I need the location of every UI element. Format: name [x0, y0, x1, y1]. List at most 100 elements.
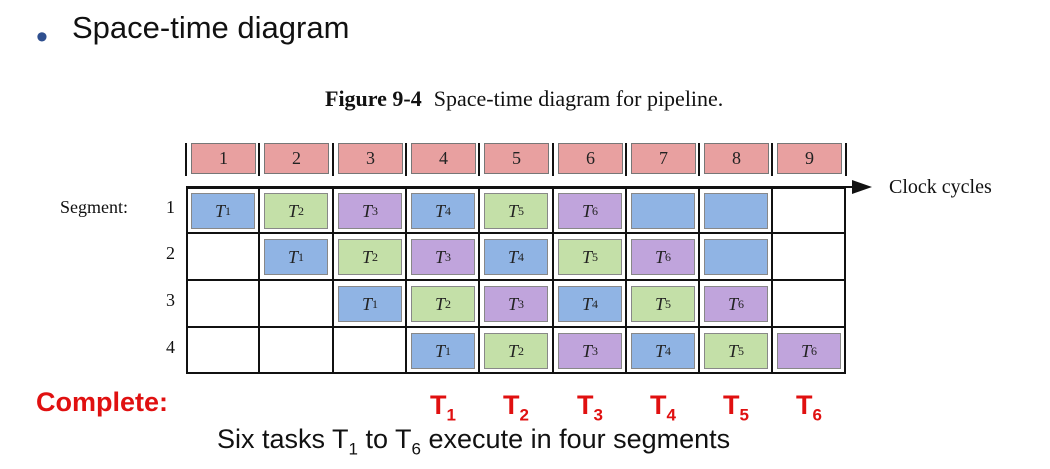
complete-task-number: 6 — [812, 405, 822, 425]
complete-task-number: 2 — [519, 405, 529, 425]
footer-part-b: to T — [358, 424, 412, 454]
task-letter: T — [361, 200, 372, 221]
blank-filled-cell — [704, 193, 768, 229]
task-number: 1 — [445, 343, 451, 358]
clock-cycle-5: 5 — [484, 143, 549, 174]
clock-cycle-1: 1 — [191, 143, 256, 174]
complete-task-number: 5 — [739, 405, 749, 425]
complete-task-letter: T — [796, 390, 813, 420]
complete-task-T1: T1 — [430, 390, 456, 425]
blank-filled-cell — [704, 239, 768, 275]
clock-cycle-3: 3 — [338, 143, 403, 174]
clock-cycle-6: 6 — [558, 143, 623, 174]
task-number: 2 — [298, 203, 304, 218]
task-number: 4 — [592, 296, 598, 311]
complete-task-T6: T6 — [796, 390, 822, 425]
task-number: 6 — [811, 343, 817, 358]
clock-divider — [332, 143, 334, 176]
task-number: 6 — [665, 249, 671, 264]
complete-task-number: 1 — [446, 405, 456, 425]
task-number: 2 — [372, 249, 378, 264]
clock-cycle-2: 2 — [264, 143, 329, 174]
task-number: 4 — [665, 343, 671, 358]
clock-divider — [185, 143, 187, 176]
complete-task-T2: T2 — [503, 390, 529, 425]
clock-divider — [405, 143, 407, 176]
grid-hline — [186, 279, 846, 281]
clock-divider — [698, 143, 700, 176]
task-number: 3 — [592, 343, 598, 358]
clock-cycle-4: 4 — [411, 143, 476, 174]
complete-task-T3: T3 — [577, 390, 603, 425]
task-letter: T — [800, 340, 811, 361]
task-letter: T — [654, 293, 665, 314]
task-number: 6 — [592, 203, 598, 218]
task-letter: T — [434, 200, 445, 221]
task-number: 1 — [298, 249, 304, 264]
footer-part-a: Six tasks T — [217, 424, 349, 454]
clock-divider — [552, 143, 554, 176]
slide-heading: Space-time diagram — [72, 10, 350, 45]
blank-filled-cell — [631, 193, 695, 229]
task-number: 1 — [372, 296, 378, 311]
clock-divider — [258, 143, 260, 176]
grid-hline — [186, 232, 846, 234]
task-letter: T — [214, 200, 225, 221]
task-number: 1 — [225, 203, 231, 218]
task-letter: T — [434, 340, 445, 361]
task-letter: T — [727, 293, 738, 314]
task-letter: T — [727, 340, 738, 361]
figure-title: Space-time diagram for pipeline. — [433, 86, 724, 111]
complete-task-letter: T — [430, 390, 447, 420]
clock-divider — [845, 143, 847, 176]
footer-part-c: execute in four segments — [421, 424, 731, 454]
complete-task-number: 3 — [593, 405, 603, 425]
complete-task-number: 4 — [666, 405, 676, 425]
complete-task-T4: T4 — [650, 390, 676, 425]
clock-cycle-7: 7 — [631, 143, 696, 174]
figure-caption: Figure 9-4 Space-time diagram for pipelin… — [325, 86, 723, 112]
task-letter: T — [287, 200, 298, 221]
footer-sub-1: 1 — [348, 439, 359, 459]
segment-label-4: 4 — [166, 337, 175, 357]
task-letter: T — [507, 200, 518, 221]
task-letter: T — [581, 340, 592, 361]
task-number: 5 — [738, 343, 744, 358]
complete-task-letter: T — [650, 390, 667, 420]
complete-task-letter: T — [577, 390, 594, 420]
axis-arrow-icon — [852, 180, 872, 194]
task-letter: T — [361, 293, 372, 314]
footer-sub-2: 6 — [411, 439, 422, 459]
task-number: 3 — [372, 203, 378, 218]
grid-hline — [186, 326, 846, 328]
complete-task-T5: T5 — [723, 390, 749, 425]
task-number: 6 — [738, 296, 744, 311]
task-number: 3 — [518, 296, 524, 311]
footer-text: Six tasks T1 to T6 execute in four segme… — [217, 424, 730, 459]
clock-cycle-8: 8 — [704, 143, 769, 174]
task-letter: T — [581, 246, 592, 267]
complete-label: Complete: — [36, 387, 169, 417]
task-letter: T — [581, 200, 592, 221]
